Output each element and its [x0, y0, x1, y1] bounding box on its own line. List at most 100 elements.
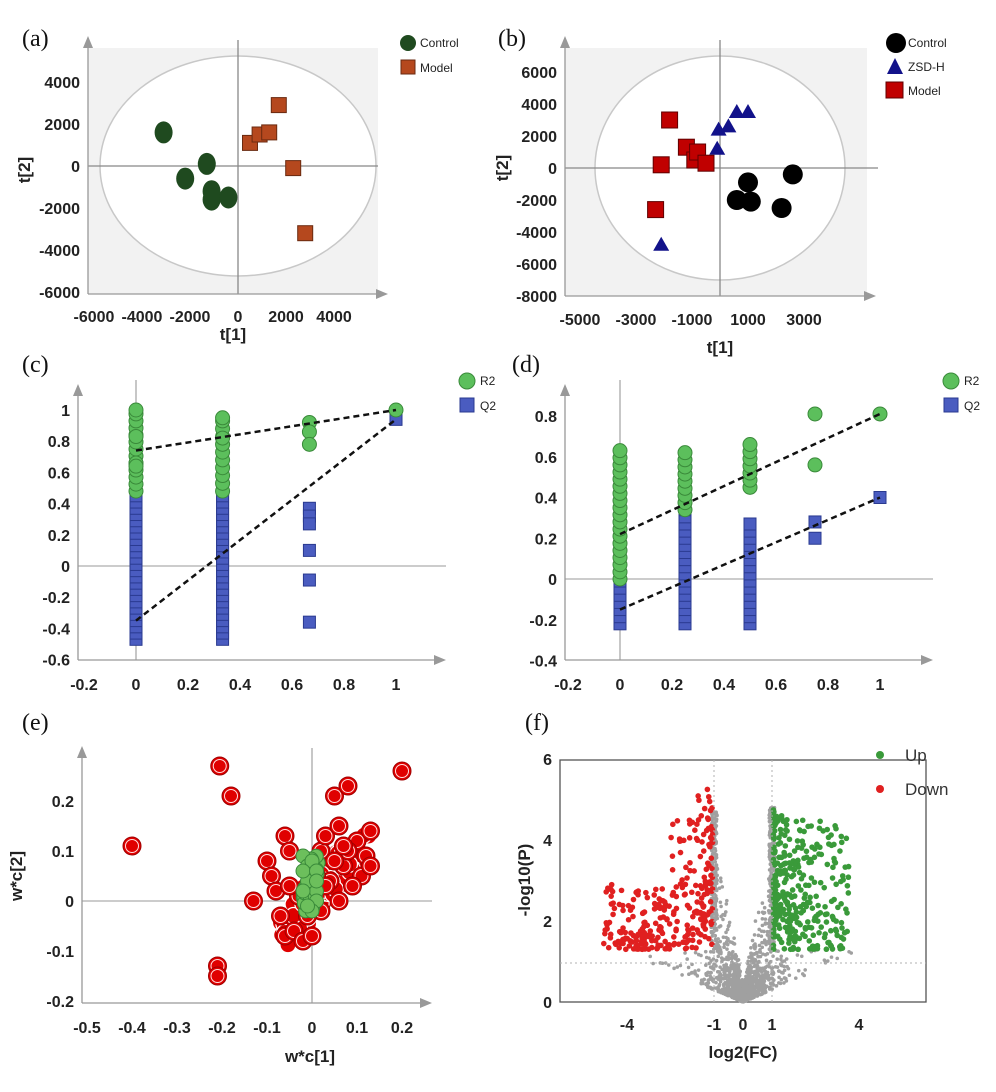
- panel-f-ns-point: [732, 984, 736, 989]
- panel-a-control-point: [154, 121, 173, 144]
- panel-f-ns-point: [736, 958, 741, 962]
- panel-f-ytick: 4: [543, 833, 552, 850]
- panel-f-ns-point: [718, 939, 723, 944]
- panel-f-ns-point: [760, 940, 764, 945]
- panel-d-r2-point: [807, 406, 823, 422]
- panel-f-ns-point: [726, 979, 730, 984]
- panel-a-model-point: [285, 160, 302, 177]
- panel-f-ns-point: [747, 968, 752, 973]
- panel-c-r2-point: [128, 458, 144, 474]
- panel-f-ns-point: [754, 980, 759, 985]
- panel-f-up-point: [790, 902, 797, 908]
- panel-f-ns-point: [699, 980, 704, 985]
- panel-f-up-point: [821, 884, 828, 891]
- panel-b-x-arrow-icon: [864, 291, 876, 301]
- panel-e-red-point-ring: [260, 854, 274, 868]
- panel-f-down-point: [708, 823, 715, 830]
- panel-f-up-point: [817, 844, 823, 851]
- panel-f-up-point: [772, 887, 779, 893]
- panel-f-up-point: [844, 928, 851, 935]
- panel-f-xlabel: log2(FC): [709, 1043, 778, 1062]
- panel-f-down-point: [668, 834, 674, 841]
- panel-e-xlabel: w*c[1]: [284, 1047, 335, 1066]
- panel-f-down-point: [675, 941, 682, 947]
- panel-f-down-point: [702, 933, 708, 940]
- panel-f-ylabel: -log10(P): [515, 844, 534, 917]
- panel-e-red-point-ring: [327, 854, 342, 868]
- panel-f-down-point: [709, 918, 715, 925]
- panel-f-ns-point: [721, 983, 726, 988]
- panel-e-red-point-ring: [318, 829, 333, 843]
- panel-b-ytick: -8000: [516, 289, 557, 306]
- panel-f-up-point: [801, 828, 807, 835]
- panel-f-down-point: [673, 926, 679, 933]
- panel-f-down-point: [646, 933, 653, 940]
- panel-f-ns-point: [825, 959, 830, 963]
- panel-f-down-point: [620, 907, 626, 914]
- panel-f-ns-point: [707, 956, 711, 960]
- panel-f-ns-point: [767, 808, 772, 813]
- panel-f-up-point: [806, 859, 812, 866]
- panel-e-green-point: [300, 898, 315, 914]
- panel-f-ns-point: [782, 964, 786, 969]
- panel-f-ns-point: [776, 949, 780, 954]
- panel-f-ns-point: [768, 862, 773, 867]
- panel-f-ns-point: [787, 973, 792, 978]
- panel-b-legend-control-swatch: [886, 33, 906, 53]
- panel-f-up-point: [804, 919, 811, 925]
- panel-a-ylabel: t[2]: [15, 157, 34, 183]
- panel-f-up-point: [773, 901, 779, 907]
- panel-f-ns-point: [755, 986, 760, 990]
- panel-f-ns-point: [706, 978, 711, 983]
- panel-f-up-point: [791, 848, 798, 854]
- panel-f-up-point: [784, 816, 790, 823]
- panel-f-ns-point: [719, 904, 723, 909]
- panel-e-red-point-ring: [354, 869, 369, 883]
- panel-f-up-point: [771, 922, 778, 928]
- panel-c-label: (c): [22, 352, 49, 378]
- panel-f-up-point: [838, 833, 845, 840]
- panel-f-up-point: [811, 854, 818, 861]
- panel-e-green-point: [295, 863, 311, 879]
- panel-f-ns-point: [718, 924, 723, 928]
- panel-f-ns-point: [753, 919, 758, 923]
- panel-a-xtick: 2000: [268, 309, 304, 326]
- panel-f-xtick: -1: [707, 1017, 721, 1034]
- panel-f-up-point: [796, 827, 803, 833]
- panel-f-down-point: [644, 894, 651, 901]
- panel-f-ns-point: [752, 992, 756, 996]
- panel-f-down-point: [671, 934, 677, 940]
- panel-f-down-point: [655, 901, 662, 908]
- panel-f-ns-point: [748, 986, 752, 990]
- panel-e-xtick: 0: [308, 1020, 317, 1037]
- panel-f-ns-point: [724, 962, 729, 967]
- panel-f-ns-point: [730, 966, 735, 971]
- panel-e-xtick: -0.2: [208, 1020, 236, 1037]
- panel-c-q2-point: [302, 543, 316, 557]
- panel-a-xtick: -6000: [74, 309, 115, 326]
- panel-c-xtick: 1: [392, 677, 401, 694]
- panel-f-ns-point: [738, 989, 743, 993]
- panel-c-xtick: 0.4: [229, 677, 251, 694]
- panel-c-ytick: 0.2: [48, 528, 70, 545]
- panel-f-ns-point: [763, 922, 768, 926]
- panel-f-down-point: [607, 935, 614, 941]
- panel-f-up-point: [805, 823, 811, 830]
- panel-f-ns-point: [762, 905, 767, 910]
- panel-f-up-point: [777, 826, 784, 833]
- panel-f-down-point: [692, 827, 698, 833]
- panel-e-red-point-ring: [282, 844, 297, 858]
- panel-f-down-point: [702, 926, 709, 932]
- panel-f-ns-point: [744, 996, 749, 1000]
- panel-b-model-point: [697, 154, 715, 172]
- panel-c-xtick: 0.6: [281, 677, 303, 694]
- panel-f-ns-point: [721, 935, 726, 940]
- panel-f-ns-point: [757, 979, 762, 983]
- panel-f-up-point: [777, 901, 784, 908]
- panel-b-ytick: -4000: [516, 225, 557, 242]
- panel-f-down-point: [677, 849, 684, 856]
- panel-f-up-point: [784, 872, 790, 878]
- panel-f-ns-point: [746, 959, 750, 964]
- panel-f-up-point: [811, 917, 818, 924]
- panel-d-xtick: 0.8: [817, 677, 839, 694]
